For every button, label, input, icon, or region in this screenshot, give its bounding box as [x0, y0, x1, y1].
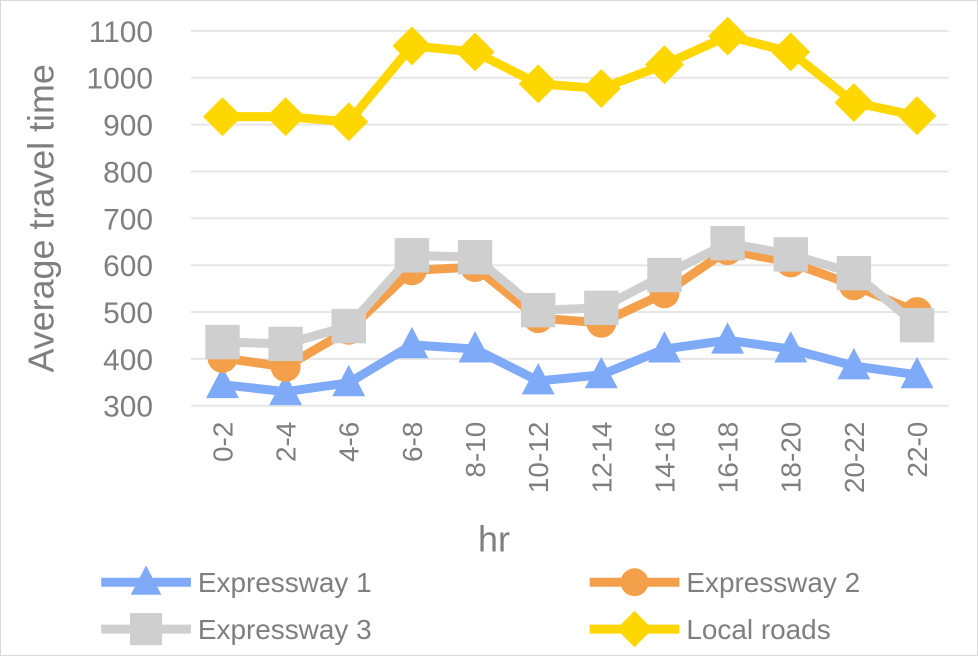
series-expressway-1	[206, 322, 934, 406]
diamond-marker	[266, 97, 306, 137]
triangle-marker	[521, 362, 555, 395]
y-tick-label: 400	[103, 344, 153, 377]
triangle-marker	[206, 366, 239, 399]
square-marker	[129, 613, 163, 646]
square-marker	[520, 292, 556, 328]
series-group	[203, 16, 937, 406]
x-axis-ticks: 0-2 2-4 4-6 6-8 8-10 10-12 12-14 14-16 16-18 18-2…	[207, 422, 933, 493]
x-axis-label: hr	[478, 519, 510, 559]
diamond-marker	[455, 32, 495, 72]
y-tick-label: 600	[103, 250, 153, 283]
x-tick-label: 20-22	[839, 422, 870, 493]
y-tick-label: 800	[103, 156, 153, 189]
triangle-marker	[711, 322, 745, 354]
y-tick-label: 300	[103, 391, 153, 424]
series-expressway-3	[205, 225, 935, 362]
y-tick-label: 500	[103, 297, 153, 330]
triangle-marker	[648, 331, 681, 363]
square-marker	[457, 240, 493, 275]
legend-label: Expressway 3	[198, 614, 372, 645]
diamond-marker	[329, 102, 369, 142]
diamond-marker	[645, 45, 684, 85]
square-marker	[836, 255, 872, 291]
square-marker	[205, 324, 240, 360]
legend-item: Expressway 2	[589, 567, 860, 598]
square-marker	[899, 307, 935, 343]
y-axis-label: Average travel time	[21, 64, 61, 372]
triangle-marker	[269, 373, 303, 406]
triangle-marker	[900, 356, 934, 389]
diamond-marker	[203, 97, 242, 137]
x-tick-label: 2-4	[271, 422, 302, 462]
x-tick-label: 12-14	[586, 422, 617, 493]
diamond-marker	[771, 32, 811, 72]
diamond-marker	[897, 96, 937, 136]
square-marker	[394, 238, 430, 273]
square-marker	[710, 225, 745, 261]
triangle-marker	[458, 331, 492, 363]
x-tick-label: 14-16	[649, 422, 680, 493]
circle-marker	[620, 568, 649, 597]
x-tick-label: 16-18	[713, 422, 744, 493]
square-marker	[773, 237, 808, 272]
gridlines	[190, 29, 949, 407]
square-marker	[331, 308, 366, 344]
x-tick-label: 0-2	[207, 422, 238, 462]
series-line	[222, 238, 920, 349]
x-tick-label: 18-20	[776, 422, 807, 493]
diamond-marker	[518, 64, 558, 104]
legend-label: Expressway 2	[686, 567, 860, 598]
legend-label: Local roads	[686, 614, 830, 645]
legend-label: Expressway 1	[198, 567, 372, 598]
y-tick-label: 1000	[87, 63, 153, 96]
triangle-marker	[774, 331, 808, 363]
diamond-marker	[708, 16, 748, 56]
series-line	[222, 31, 918, 127]
x-tick-label: 8-10	[460, 422, 491, 478]
y-tick-label: 700	[103, 203, 153, 236]
legend-item: Expressway 1	[101, 565, 372, 598]
x-tick-label: 22-0	[902, 422, 933, 478]
x-tick-label: 6-8	[397, 422, 428, 462]
legend-item: Local roads	[589, 610, 831, 648]
triangle-marker	[395, 326, 429, 359]
y-tick-label: 900	[103, 110, 153, 143]
triangle-marker	[332, 364, 366, 397]
triangle-marker	[130, 565, 162, 595]
square-marker	[268, 326, 303, 362]
diamond-marker	[581, 69, 621, 108]
x-tick-label: 10-12	[523, 422, 554, 493]
diamond-marker	[616, 610, 653, 648]
square-marker	[584, 290, 619, 326]
diamond-marker	[834, 83, 874, 123]
legend: Expressway 1 Expressway 2 Expressway 3 Loca…	[101, 565, 860, 648]
diamond-marker	[392, 26, 432, 66]
triangle-marker	[584, 356, 618, 389]
legend-item: Expressway 3	[101, 613, 372, 646]
triangle-marker	[837, 347, 871, 380]
y-axis-ticks: 300 400 500 600 700 800 900 1000 1100	[87, 16, 153, 424]
series-local-roads	[203, 16, 937, 142]
y-tick-label: 1100	[89, 16, 153, 49]
x-tick-label: 4-6	[334, 422, 365, 462]
square-marker	[647, 257, 682, 293]
